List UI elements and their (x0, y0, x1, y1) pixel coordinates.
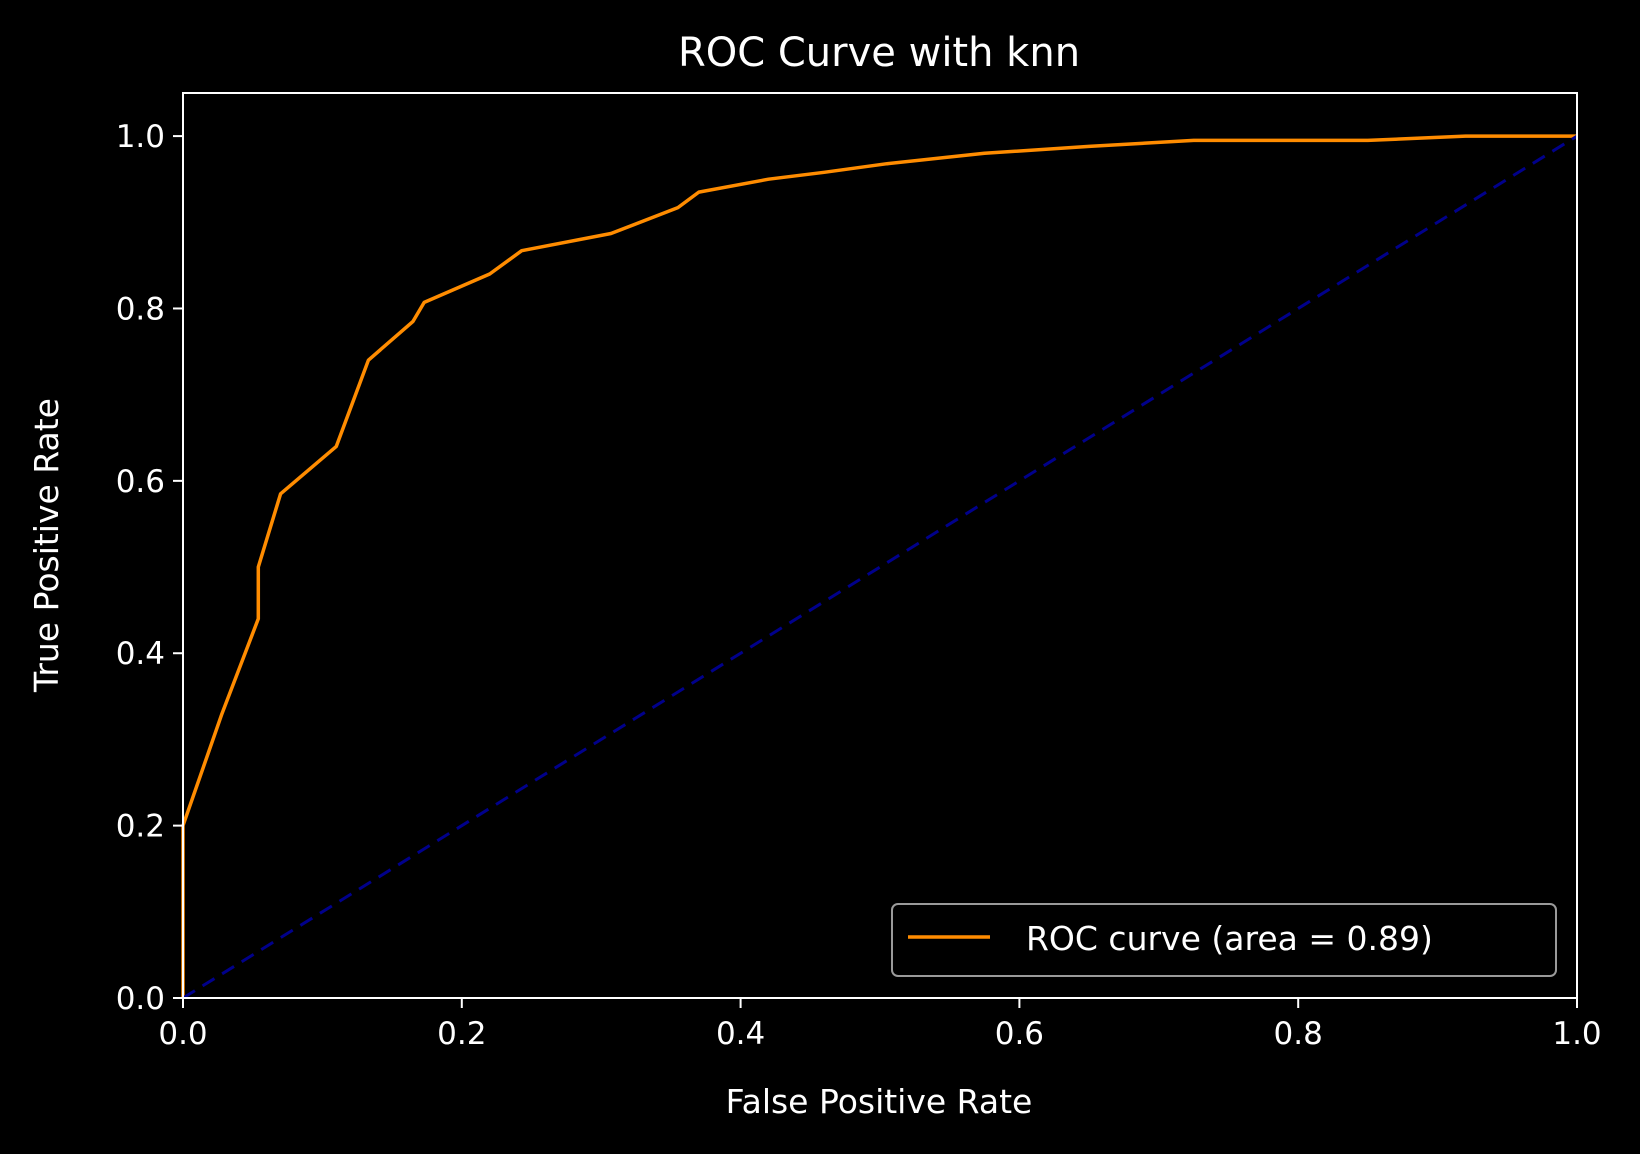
plot-lines (181, 134, 1578, 1000)
chance-diagonal-line (182, 134, 1578, 1000)
x-axis-ticks: 0.0 0.2 0.4 0.6 0.8 1.0 (158, 998, 1602, 1052)
roc-curve-line (181, 134, 1577, 998)
y-tick-label: 0.4 (116, 636, 165, 672)
x-axis-label: False Positive Rate (726, 1082, 1033, 1121)
legend-entry-roc: ROC curve (area = 0.89) (1026, 919, 1433, 958)
y-tick-label: 0.2 (116, 809, 165, 845)
x-tick-label: 0.8 (1274, 1016, 1323, 1052)
y-tick-label: 0.6 (116, 464, 165, 500)
y-tick-label: 0.8 (116, 291, 165, 327)
x-tick-label: 0.4 (716, 1016, 765, 1052)
y-tick-label: 0.0 (116, 981, 165, 1017)
x-tick-label: 1.0 (1552, 1016, 1601, 1052)
x-tick-label: 0.2 (437, 1016, 486, 1052)
y-axis-label: True Positive Rate (27, 398, 66, 693)
x-tick-label: 0.0 (158, 1016, 207, 1052)
plot-frame (182, 92, 1578, 999)
legend: ROC curve (area = 0.89) (891, 903, 1557, 977)
legend-box (891, 903, 1557, 977)
x-tick-label: 0.6 (995, 1016, 1044, 1052)
chart-title: ROC Curve with knn (678, 30, 1080, 76)
y-axis-ticks: 0.0 0.2 0.4 0.6 0.8 1.0 (116, 119, 183, 1017)
y-tick-label: 1.0 (116, 119, 165, 155)
